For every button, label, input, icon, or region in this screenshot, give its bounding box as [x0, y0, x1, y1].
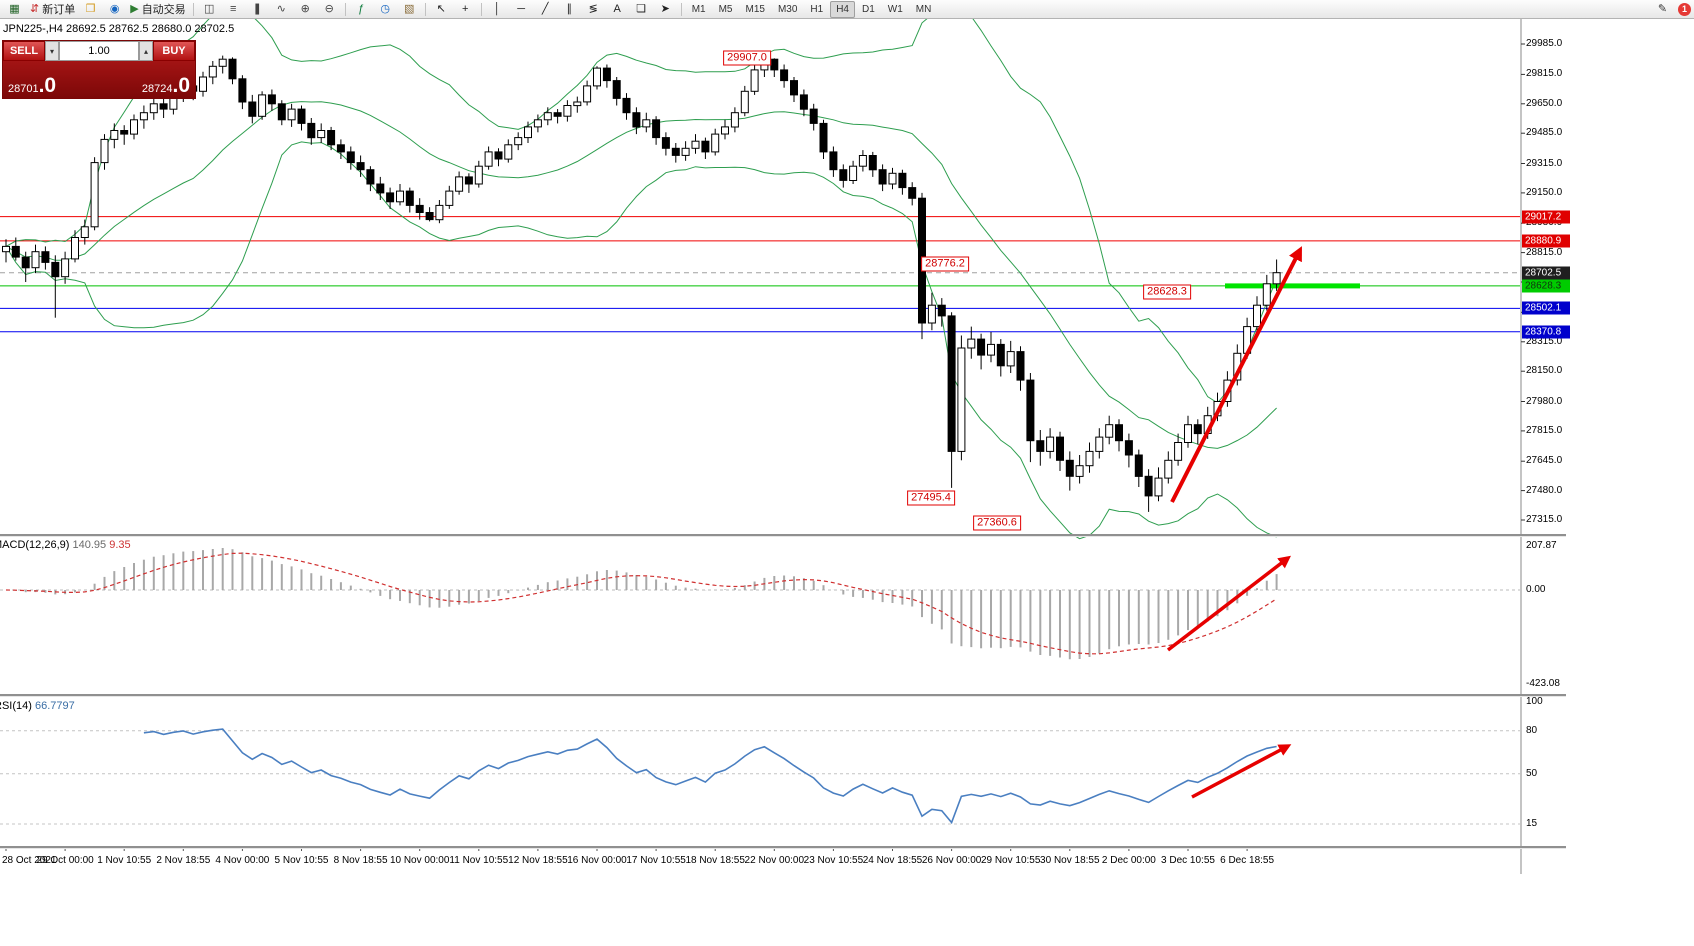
profiles-button-icon: ❒ — [85, 3, 96, 15]
one-click-trade-panel: SELL ▾ ▴ BUY 28701.0 28724.0 — [2, 40, 196, 99]
highlight-segment[interactable] — [1225, 283, 1360, 289]
toolbar-separator — [680, 2, 682, 16]
candles — [2, 55, 1281, 512]
trend-arrow[interactable] — [1166, 555, 1291, 652]
zoom-out-button-icon: ⊖ — [324, 3, 334, 15]
label-button[interactable]: ❏ — [630, 1, 653, 17]
timeframe-mn[interactable]: MN — [915, 3, 932, 15]
zoom-in-button-icon: ⊕ — [300, 3, 310, 15]
horizontal-line-button[interactable]: ─ — [510, 1, 533, 17]
autotrading-button-icon: ▶ — [130, 3, 139, 15]
crosshair-button[interactable]: + — [454, 1, 477, 17]
panel-splitter-timeaxis[interactable] — [0, 846, 1566, 849]
timeframe-d1[interactable]: D1 — [862, 3, 875, 15]
notification-badge[interactable]: 1 — [1678, 2, 1691, 16]
zoom-in-button[interactable]: ⊕ — [294, 1, 317, 17]
timeframe-m15[interactable]: M15 — [745, 3, 765, 15]
candles-chart-button[interactable]: ❚ — [246, 1, 269, 17]
fibonacci-button[interactable]: ≶ — [582, 1, 605, 17]
new-order-button-icon: ⇵ — [30, 3, 40, 15]
macd-label: MACD(12,26,9) 140.95 9.35 — [0, 539, 131, 551]
autotrading-button[interactable]: ▶ 自动交易 — [130, 3, 186, 16]
draw-button[interactable]: ✎ — [1651, 1, 1674, 17]
bollinger-middle-band — [5, 101, 1277, 449]
periods-button[interactable]: ◷ — [374, 1, 397, 17]
channel-button[interactable]: ∥ — [558, 1, 581, 17]
profiles-button[interactable]: ❒ — [79, 1, 102, 17]
trendline-button[interactable]: ╱ — [534, 1, 557, 17]
trendline-button-icon: ╱ — [541, 3, 549, 15]
panel-splitter-macd[interactable] — [0, 534, 1566, 537]
rsi-label: RSI(14) 66.7797 — [0, 700, 75, 712]
timeframe-m1[interactable]: M1 — [691, 3, 706, 15]
toolbar-separator — [424, 2, 426, 16]
sell-price[interactable]: 28701.0 — [8, 74, 57, 98]
indicators-button-icon: ƒ — [358, 3, 365, 15]
arrows-button[interactable]: ➤ — [654, 1, 677, 17]
trend-arrow[interactable] — [1170, 246, 1302, 503]
sell-button[interactable]: SELL — [3, 41, 45, 61]
vertical-line-button-icon: │ — [493, 3, 501, 15]
text-button-icon: A — [613, 3, 621, 15]
trend-arrow[interactable] — [1191, 744, 1292, 799]
buy-price[interactable]: 28724.0 — [141, 74, 190, 98]
horizontal-line-button-icon: ─ — [517, 3, 526, 15]
timeframe-w1[interactable]: W1 — [887, 3, 903, 15]
timeframe-h4[interactable]: H4 — [830, 0, 855, 18]
timeframe-h1[interactable]: H1 — [810, 3, 824, 15]
refresh-button-icon: ◉ — [109, 3, 120, 15]
line-chart-button-icon: ∿ — [276, 3, 286, 15]
vertical-line-button[interactable]: │ — [486, 1, 509, 17]
candles-chart-button-icon: ❚ — [252, 3, 262, 15]
rsi-line — [143, 728, 1277, 825]
tile-windows-button[interactable]: ◫ — [198, 1, 221, 17]
templates-button[interactable]: ▧ — [398, 1, 421, 17]
timeframe-m30[interactable]: M30 — [777, 3, 798, 15]
toolbar-separator — [480, 2, 482, 16]
volume-increase-button[interactable]: ▴ — [139, 41, 153, 61]
bars-chart-button-icon: ≡ — [229, 3, 237, 15]
pencil-icon: ✎ — [1657, 3, 1668, 15]
line-chart-button[interactable]: ∿ — [270, 1, 293, 17]
zoom-out-button[interactable]: ⊖ — [318, 1, 341, 17]
fibonacci-button-icon: ≶ — [588, 3, 598, 15]
panel-splitter-rsi[interactable] — [0, 694, 1566, 697]
crosshair-button-icon: + — [461, 3, 469, 15]
bollinger-lower-band — [5, 141, 1277, 540]
arrows-button-icon: ➤ — [660, 3, 670, 15]
volume-decrease-button[interactable]: ▾ — [45, 41, 59, 61]
channel-button-icon: ∥ — [566, 3, 572, 15]
label-button-icon: ❏ — [636, 3, 647, 15]
templates-button-icon: ▧ — [403, 3, 415, 15]
cursor-button[interactable]: ↖ — [430, 1, 453, 17]
toolbar: ▦ ⇵ 新订单 ❒ ◉ ▶ 自动交易 ◫ ≡ ❚ ∿ ⊕ ⊖ ƒ ◷ ▧ ↖ + │ ─ ╱ ∥ ≶ A ❏ ➤ M1 M5 M15 M3… — [0, 0, 1694, 19]
periods-button-icon: ◷ — [380, 3, 390, 15]
macd-histogram — [14, 548, 1278, 660]
text-button[interactable]: A — [606, 1, 629, 17]
new-order-button[interactable]: ⇵ 新订单 — [30, 3, 76, 16]
timeframe-m5[interactable]: M5 — [718, 3, 733, 15]
volume-input[interactable] — [59, 41, 139, 61]
bars-chart-button[interactable]: ≡ — [222, 1, 245, 17]
indicators-button[interactable]: ƒ — [350, 1, 373, 17]
macd-signal-line — [5, 552, 1277, 655]
new-chart-button-icon: ▦ — [9, 3, 20, 15]
cursor-button-icon: ↖ — [436, 3, 446, 15]
buy-button[interactable]: BUY — [153, 41, 195, 61]
toolbar-separator — [344, 2, 346, 16]
bollinger-upper-band — [5, 0, 1278, 404]
toolbar-separator — [192, 2, 194, 16]
chart-ohlc-header: JPN225-,H4 28692.5 28762.5 28680.0 28702… — [3, 23, 235, 35]
new-chart-button[interactable]: ▦ — [3, 1, 26, 17]
tile-windows-button-icon: ◫ — [203, 3, 215, 15]
refresh-button[interactable]: ◉ — [103, 1, 126, 17]
